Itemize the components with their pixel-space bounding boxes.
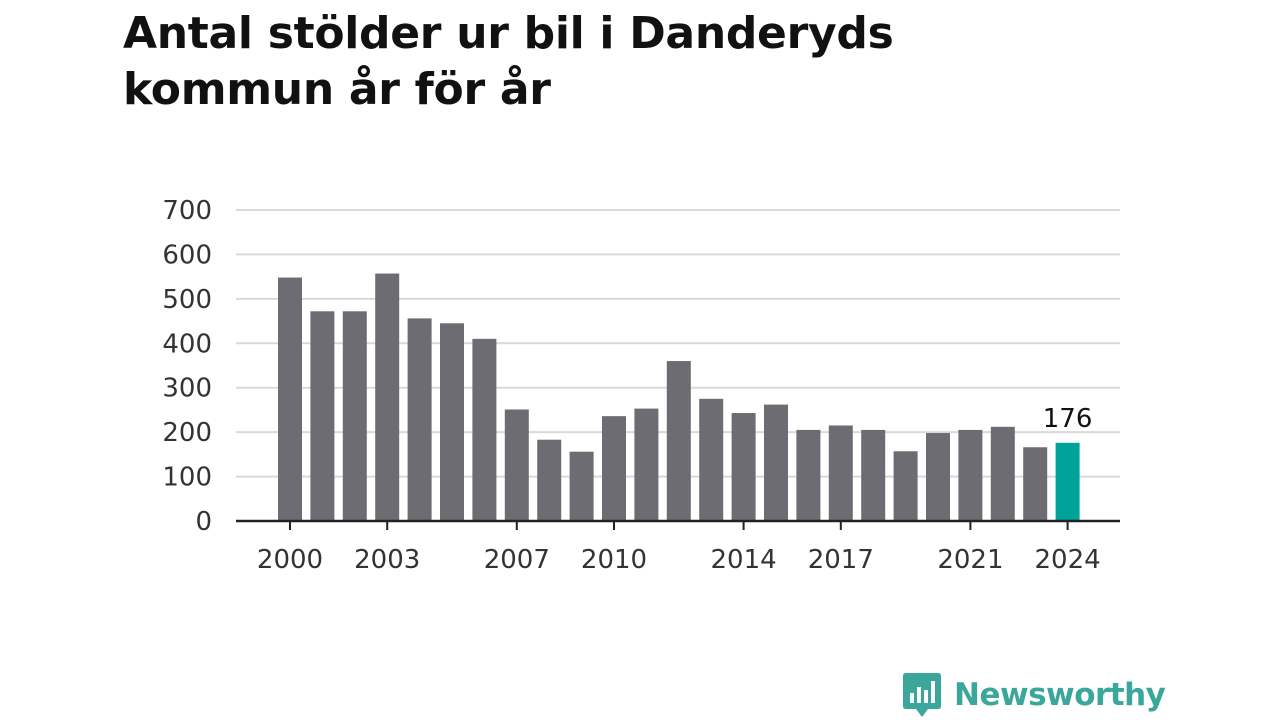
bar [926,433,950,521]
bar [375,273,400,521]
bar [764,404,788,521]
y-tick-label: 100 [162,463,212,493]
bar [440,323,464,521]
bar [602,416,626,521]
bar-highlight [1055,442,1080,521]
y-tick-label: 200 [162,418,212,448]
x-tick-label: 2021 [937,545,1003,575]
chart-title: Antal stölder ur bil i Danderyds kommun … [123,6,1023,118]
bar [504,409,529,521]
bar [537,439,562,521]
bar [731,413,756,521]
x-tick-label: 2003 [354,545,420,575]
x-tick-label: 2010 [581,545,647,575]
bar [278,277,302,521]
y-tick-label: 500 [162,285,212,315]
bar [472,338,497,521]
bar [407,318,432,521]
bar [990,426,1015,521]
y-tick-label: 600 [162,240,212,270]
bar [342,311,367,521]
bar [699,398,724,521]
bar [666,361,691,521]
bar [634,408,659,521]
bar [958,429,983,521]
title-line-1: Antal stölder ur bil i Danderyds [123,8,894,59]
newsworthy-logo-icon [903,673,941,717]
bar [569,451,594,521]
x-tick-label: 2007 [484,545,550,575]
x-tick-label: 2014 [711,545,777,575]
bar [828,425,853,521]
x-tick-label: 2017 [808,545,874,575]
y-tick-label: 300 [162,374,212,404]
bar [310,311,335,521]
title-line-2: kommun år för år [123,64,551,115]
x-tick-label: 2024 [1035,545,1101,575]
x-tick-label: 2000 [257,545,323,575]
bar [893,451,918,521]
bar [796,429,821,521]
y-tick-label: 400 [162,329,212,359]
bar [1023,447,1048,521]
newsworthy-logo-text: Newsworthy [954,677,1166,713]
y-tick-label: 0 [195,507,212,537]
data-label: 176 [1043,404,1093,434]
bar [861,429,886,521]
newsworthy-logo: Newsworthy [902,671,1166,719]
y-tick-label: 700 [162,196,212,226]
